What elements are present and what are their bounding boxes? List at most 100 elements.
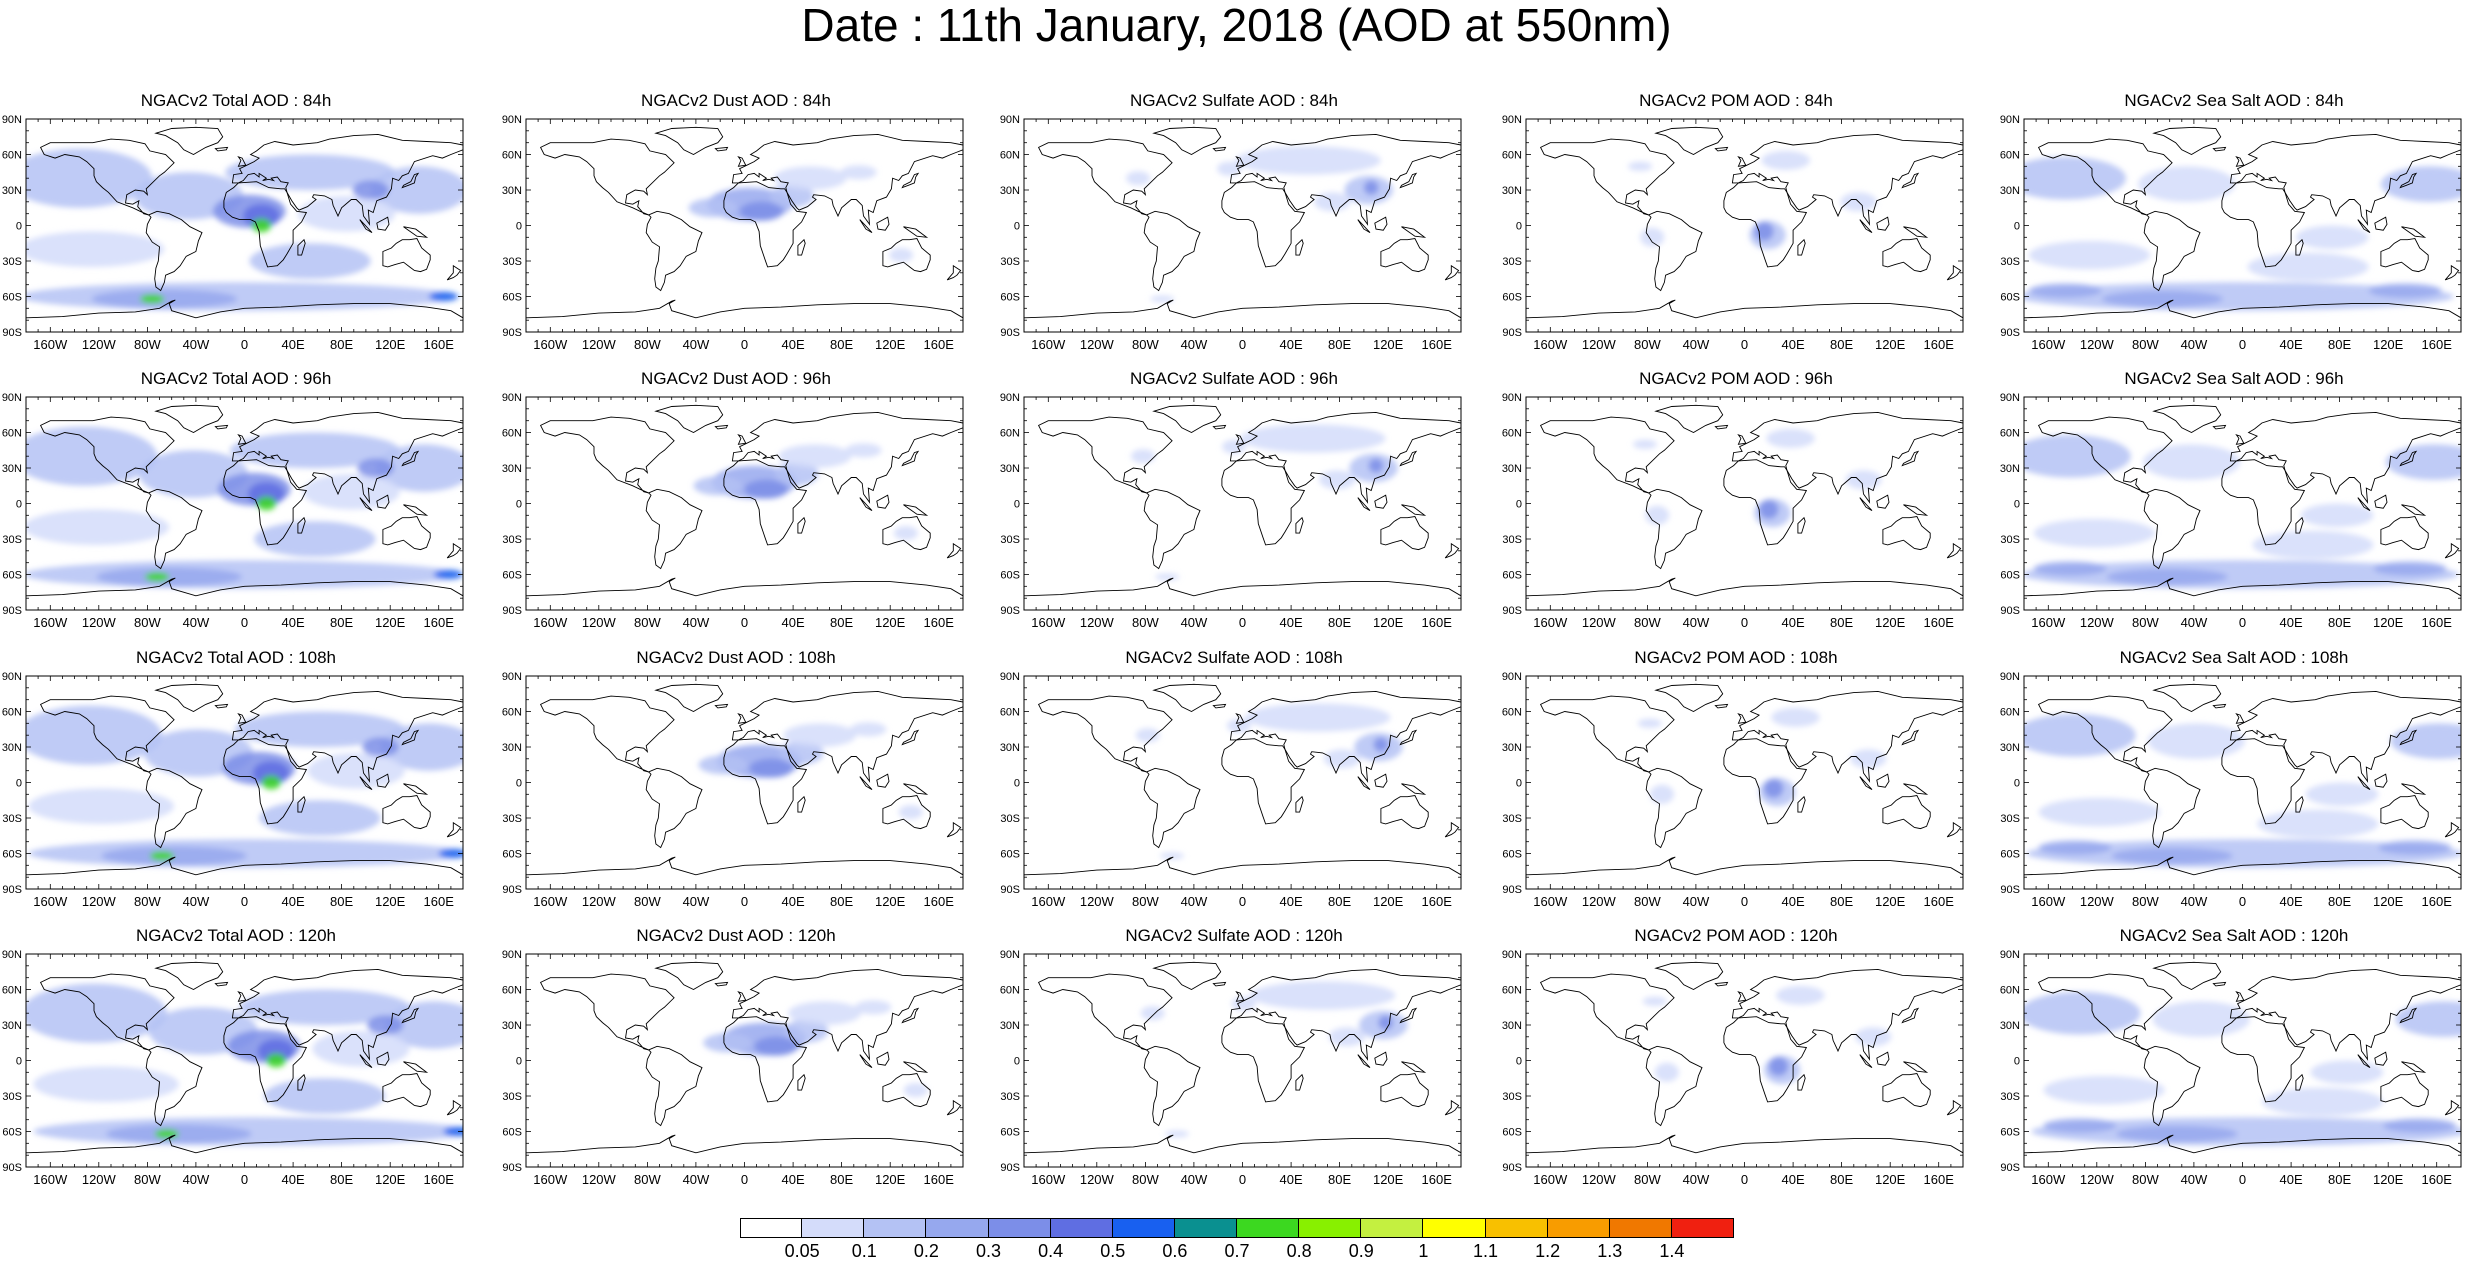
coastline xyxy=(376,773,390,788)
lon-tick-label: 40W xyxy=(683,894,710,909)
lon-tick-label: 120W xyxy=(2080,1172,2115,1187)
coastline xyxy=(403,504,429,516)
lon-tick-label: 120E xyxy=(375,337,406,352)
coastline xyxy=(237,991,247,1002)
lon-tick-label: 80W xyxy=(634,894,661,909)
map-panel-pom-2: NGACv2 POM AOD : 96h 90N 60N 30N 0 30S 60S 90S 1… xyxy=(1500,278,1994,630)
lat-tick-label: 60S xyxy=(2,1127,22,1139)
coastline xyxy=(2295,795,2304,813)
aod-field xyxy=(26,983,463,1146)
coastline xyxy=(297,238,306,256)
lon-tick-label: 80E xyxy=(1328,1172,1351,1187)
map-plot: 90N 60N 30N 0 30S 60S 90S 160W 120W 80W 40W 0 40E 80E… xyxy=(2000,949,2462,1187)
lon-tick-label: 40W xyxy=(1181,337,1208,352)
lat-tick-label: 60S xyxy=(502,570,522,582)
lat-tick-label: 0 xyxy=(1516,499,1522,511)
coastline xyxy=(539,695,675,773)
coastline xyxy=(2380,516,2429,551)
coastline xyxy=(1901,450,1920,467)
lat-tick-label: 90N xyxy=(1502,392,1522,404)
colorbar-label: 0.8 xyxy=(1286,1241,1312,1261)
lat-tick-label: 60S xyxy=(502,849,522,861)
colorbar-label: 1.2 xyxy=(1535,1241,1561,1261)
lon-tick-label: 120W xyxy=(582,615,617,630)
aod-field xyxy=(1628,150,1877,250)
lat-tick-label: 30N xyxy=(2,185,22,197)
coastline xyxy=(654,404,724,434)
colorbar-frame xyxy=(740,1218,1734,1238)
lon-tick-label: 80W xyxy=(634,1172,661,1187)
aod-blob xyxy=(1150,295,1175,303)
coastline xyxy=(946,1099,962,1116)
coastline xyxy=(214,146,229,152)
aod-blob xyxy=(1754,221,1774,241)
coastline xyxy=(1143,488,1201,570)
aod-field xyxy=(698,722,923,820)
axis-ticks xyxy=(25,118,464,333)
lon-tick-label: 40E xyxy=(781,894,804,909)
aod-blob xyxy=(1768,1056,1789,1076)
lon-tick-label: 40W xyxy=(183,337,210,352)
aod-blob xyxy=(893,526,918,541)
map-panel-dust-2: NGACv2 Dust AOD : 96h 90N 60N 30N 0 30S 60S 90S… xyxy=(500,278,994,630)
aod-blob xyxy=(744,479,789,499)
map-plot: 90N 60N 30N 0 30S 60S 90S 160W 120W 80W 40W 0 40E 80E… xyxy=(2000,671,2462,909)
lon-tick-label: 40W xyxy=(683,615,710,630)
coastline xyxy=(1882,1073,1931,1108)
lat-tick-label: 90S xyxy=(502,327,522,339)
coastline xyxy=(1859,219,1873,233)
aod-blob xyxy=(2261,1087,2384,1117)
lon-tick-label: 80E xyxy=(1830,894,1853,909)
coastline xyxy=(1401,504,1427,516)
aod-blob xyxy=(352,180,389,200)
aod-blob xyxy=(1850,749,1887,769)
aod-blob xyxy=(2152,1001,2250,1037)
coastline xyxy=(797,1073,806,1091)
aod-blob xyxy=(234,711,405,748)
lon-tick-label: 160E xyxy=(924,615,955,630)
aod-blob xyxy=(1319,470,1356,490)
coastline xyxy=(1526,299,1963,319)
coastline xyxy=(714,424,729,430)
coastlines xyxy=(2024,961,2461,1154)
lat-tick-label: 60N xyxy=(1000,428,1020,440)
aod-blob xyxy=(1231,996,1256,1011)
lon-tick-label: 80E xyxy=(330,337,353,352)
colorbar-label: 0.7 xyxy=(1224,1241,1250,1261)
lon-tick-label: 0 xyxy=(741,1172,748,1187)
aod-field xyxy=(26,148,463,311)
coastline xyxy=(526,856,963,876)
lon-tick-label: 80W xyxy=(2132,337,2159,352)
aod-field xyxy=(1637,707,1887,807)
coastline xyxy=(237,713,247,724)
aod-blob xyxy=(850,722,887,737)
coastline xyxy=(2229,690,2461,783)
coastline xyxy=(214,424,229,430)
coastline xyxy=(1212,424,1227,430)
coastline xyxy=(1723,181,1808,268)
coastline xyxy=(1037,695,1173,773)
coastlines xyxy=(1024,961,1461,1154)
lon-tick-label: 120E xyxy=(2373,894,2404,909)
coastline xyxy=(1401,783,1427,795)
lon-tick-label: 120E xyxy=(875,1172,906,1187)
lon-tick-label: 160E xyxy=(424,894,455,909)
aod-blob xyxy=(26,705,162,765)
aod-blob xyxy=(1776,985,1825,1005)
aod-blob xyxy=(254,521,376,557)
coastline xyxy=(39,416,175,494)
lon-tick-label: 80E xyxy=(2328,615,2351,630)
aod-blob xyxy=(783,723,857,747)
lon-tick-label: 40E xyxy=(281,894,304,909)
aod-blob xyxy=(2038,797,2160,827)
coastline xyxy=(645,1045,703,1127)
coastline xyxy=(2374,773,2388,788)
axis-ticks xyxy=(1525,675,1964,890)
aod-blob xyxy=(375,444,463,492)
aod-blob xyxy=(2111,847,2233,865)
lat-tick-label: 30N xyxy=(502,1020,522,1032)
lon-tick-label: 40E xyxy=(2279,615,2302,630)
axis-ticks xyxy=(525,118,964,333)
aod-blob xyxy=(2310,1060,2384,1085)
lon-tick-label: 120W xyxy=(1582,1172,1617,1187)
